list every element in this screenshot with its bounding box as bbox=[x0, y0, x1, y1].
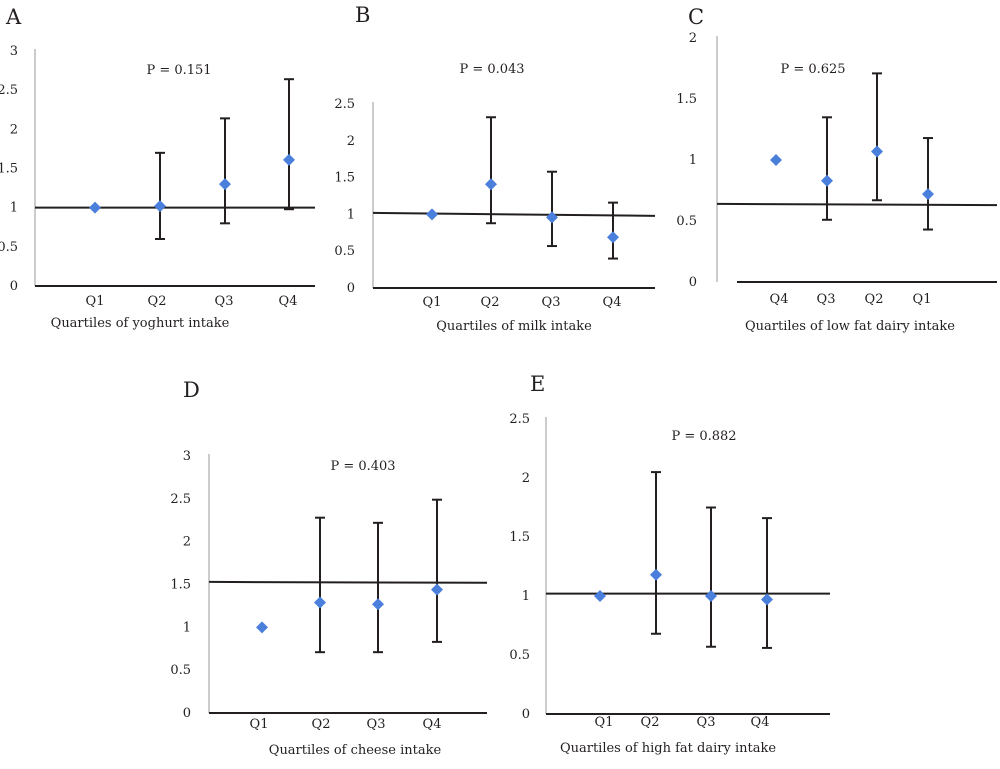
x-tick-label: Q4 bbox=[279, 294, 298, 309]
x-tick-label: Q1 bbox=[595, 715, 614, 730]
x-tick-label: Q3 bbox=[817, 292, 836, 307]
data-point-marker bbox=[821, 174, 833, 187]
y-tick-label: 0 bbox=[183, 706, 191, 721]
y-tick-label: 1 bbox=[10, 201, 18, 216]
y-tick-label: 2.5 bbox=[0, 83, 18, 98]
x-tick-label: Q4 bbox=[770, 292, 789, 307]
y-tick-label: 1 bbox=[522, 589, 530, 604]
y-tick-label: 0.5 bbox=[0, 240, 18, 255]
x-tick-label: Q2 bbox=[148, 294, 167, 309]
y-tick-label: 1.5 bbox=[676, 92, 697, 107]
x-axis-title: Quartiles of milk intake bbox=[436, 319, 592, 334]
y-tick-label: 2 bbox=[183, 535, 191, 550]
y-tick-label: 1.5 bbox=[334, 171, 355, 186]
panel-label: B bbox=[355, 3, 370, 27]
data-point-marker bbox=[89, 201, 101, 214]
data-point-marker bbox=[871, 145, 883, 158]
y-tick-label: 3 bbox=[10, 44, 18, 59]
reference-line bbox=[372, 211, 656, 217]
y-tick-label: 0.5 bbox=[334, 244, 355, 259]
panel-label: D bbox=[183, 378, 200, 402]
x-tick-label: Q1 bbox=[250, 717, 269, 732]
x-tick-label: Q2 bbox=[481, 295, 500, 310]
reference-line bbox=[716, 202, 998, 207]
x-tick-label: Q2 bbox=[312, 717, 331, 732]
x-tick-label: Q3 bbox=[697, 715, 716, 730]
data-point-marker bbox=[761, 593, 773, 606]
x-tick-label: Q1 bbox=[423, 295, 442, 310]
p-value-label: P = 0.403 bbox=[330, 459, 395, 474]
panel-label: C bbox=[688, 5, 704, 29]
data-point-marker bbox=[922, 188, 934, 201]
y-tick-label: 2.5 bbox=[334, 97, 355, 112]
data-point-marker bbox=[594, 590, 606, 602]
y-tick-label: 0.5 bbox=[676, 214, 697, 229]
y-tick-label: 0 bbox=[10, 279, 18, 294]
data-point-marker bbox=[705, 590, 717, 602]
data-point-marker bbox=[426, 208, 438, 221]
x-axis-title: Quartiles of yoghurt intake bbox=[51, 316, 230, 331]
reference-line bbox=[208, 580, 488, 584]
panel-label: A bbox=[5, 5, 22, 29]
data-point-marker bbox=[283, 153, 295, 166]
data-point-marker bbox=[485, 178, 497, 191]
y-tick-label: 1 bbox=[689, 153, 697, 168]
x-tick-label: Q3 bbox=[542, 295, 561, 310]
data-point-marker bbox=[431, 583, 443, 596]
x-tick-label: Q4 bbox=[603, 295, 622, 310]
x-tick-label: Q4 bbox=[751, 715, 770, 730]
x-tick-label: Q4 bbox=[423, 717, 442, 732]
y-tick-label: 2.5 bbox=[509, 412, 530, 427]
x-axis-title: Quartiles of cheese intake bbox=[269, 743, 442, 758]
x-tick-label: Q1 bbox=[86, 294, 105, 309]
y-tick-label: 2 bbox=[522, 471, 530, 486]
y-tick-label: 0.5 bbox=[170, 663, 191, 678]
data-point-marker bbox=[650, 568, 662, 581]
x-axis-title: Quartiles of low fat dairy intake bbox=[745, 319, 955, 334]
data-point-marker bbox=[546, 211, 558, 224]
y-tick-label: 1 bbox=[183, 620, 191, 635]
x-tick-label: Q3 bbox=[367, 717, 386, 732]
p-value-label: P = 0.151 bbox=[146, 63, 211, 78]
data-point-marker bbox=[607, 231, 619, 244]
x-tick-label: Q2 bbox=[641, 715, 660, 730]
data-point-marker bbox=[314, 596, 326, 609]
y-tick-label: 1.5 bbox=[509, 530, 530, 545]
p-value-label: P = 0.043 bbox=[459, 62, 524, 77]
x-tick-label: Q3 bbox=[215, 294, 234, 309]
y-tick-label: 0.5 bbox=[509, 648, 530, 663]
x-tick-label: Q2 bbox=[865, 292, 884, 307]
panel-label: E bbox=[530, 372, 545, 396]
y-tick-label: 2 bbox=[689, 31, 697, 46]
y-tick-label: 1.5 bbox=[0, 162, 18, 177]
data-point-marker bbox=[372, 598, 384, 611]
y-tick-label: 0 bbox=[689, 275, 697, 290]
data-point-marker bbox=[219, 178, 231, 191]
x-tick-label: Q1 bbox=[913, 292, 932, 307]
data-point-marker bbox=[154, 200, 166, 213]
data-point-marker bbox=[770, 154, 782, 166]
y-tick-label: 2 bbox=[347, 134, 355, 149]
x-axis-title: Quartiles of high fat dairy intake bbox=[560, 741, 776, 756]
y-tick-label: 2.5 bbox=[170, 492, 191, 507]
data-point-marker bbox=[256, 621, 268, 634]
y-tick-label: 0 bbox=[522, 707, 530, 722]
y-tick-label: 1.5 bbox=[170, 578, 191, 593]
y-tick-label: 0 bbox=[347, 281, 355, 296]
p-value-label: P = 0.625 bbox=[780, 62, 845, 77]
y-tick-label: 2 bbox=[10, 122, 18, 137]
y-tick-label: 1 bbox=[347, 207, 355, 222]
y-tick-label: 3 bbox=[183, 449, 191, 464]
p-value-label: P = 0.882 bbox=[671, 429, 736, 444]
